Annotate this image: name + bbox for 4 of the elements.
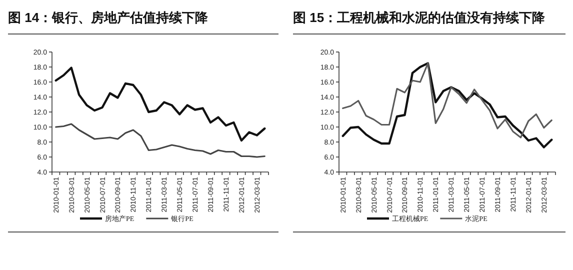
line-series [55,123,266,158]
line-series [54,66,266,142]
chart-title: 图 15：工程机械和水泥的估值没有持续下降 [292,10,546,25]
chart-title: 图 14：银行、房地产估值持续下降 [8,10,210,25]
